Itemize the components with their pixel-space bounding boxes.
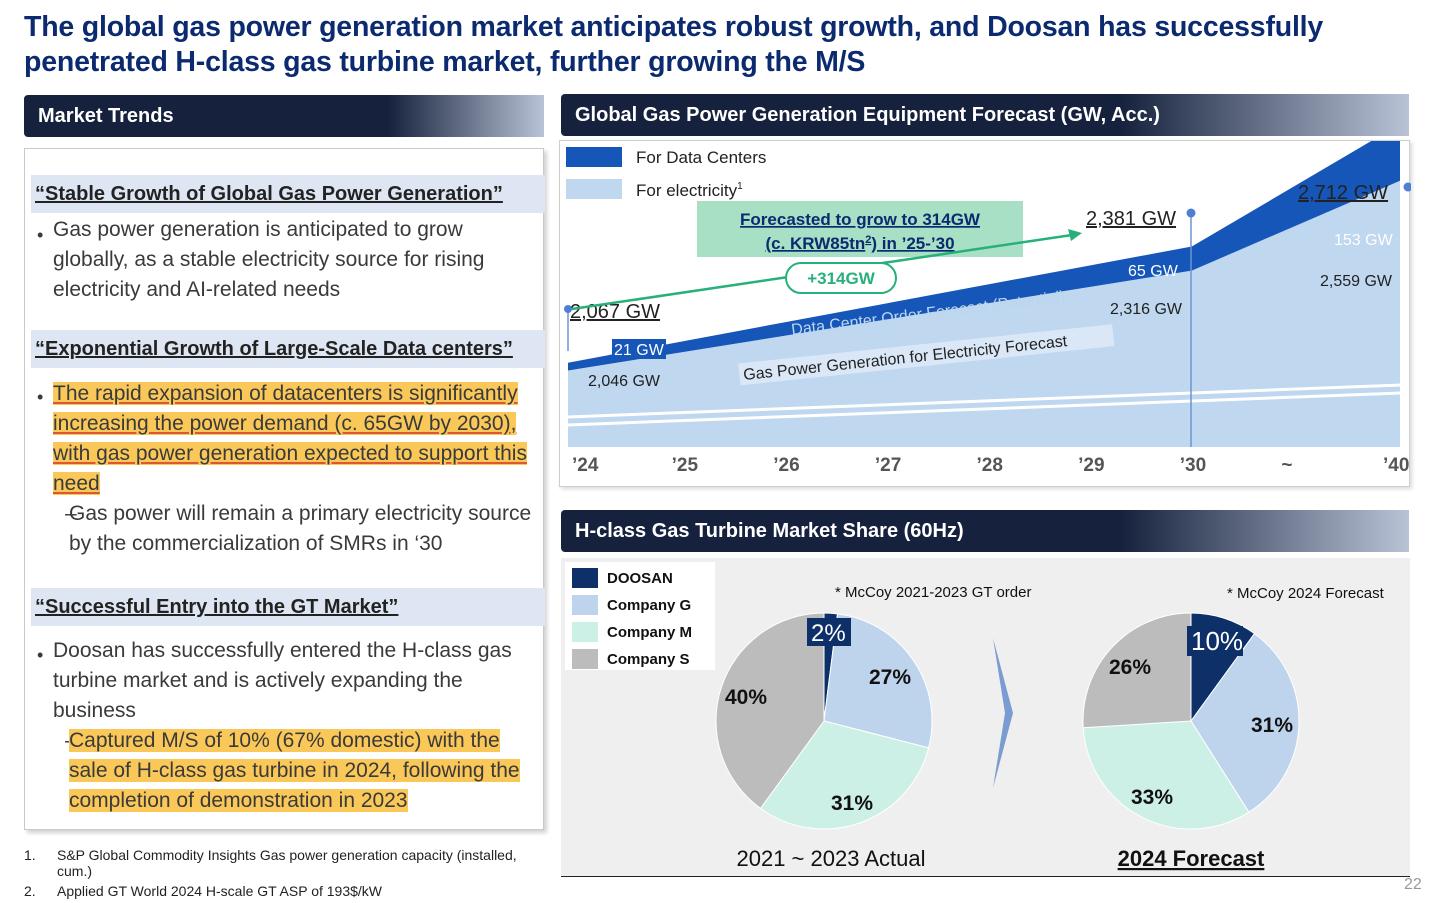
dc-label-2024: 21 GW (614, 342, 665, 359)
dash: – (65, 502, 77, 525)
marker-2040 (1403, 182, 1413, 192)
total-label-2024: 2,067 GW (570, 301, 660, 323)
section-heading-stable-growth: “Stable Growth of Global Gas Power Gener… (31, 175, 545, 213)
legend-label-el: For electricity1 (636, 181, 743, 200)
el-label-2030: 2,316 GW (1110, 301, 1183, 318)
forecast-chart-panel: For Data Centers For electricity1 2,067 … (559, 124, 1413, 487)
growth-badge (785, 262, 897, 294)
pie1-label-company-g: 31% (1251, 714, 1293, 737)
market-trends-panel: “Stable Growth of Global Gas Power Gener… (24, 148, 545, 830)
pie-slice-company-g (1190, 632, 1300, 813)
x-tick-label: ’27 (875, 455, 901, 476)
gt-entry-text: Doosan has successfully entered the H-cl… (53, 639, 512, 722)
transition-arrow-icon (993, 638, 1013, 788)
pie-panel-baseline (561, 876, 1410, 877)
x-tick-label: ’26 (773, 455, 799, 476)
callout-line-1: Forecasted to grow to 314GW (740, 210, 981, 229)
market-share-header: H-class Gas Turbine Market Share (60Hz) (561, 510, 1409, 552)
footnote-text: S&P Global Commodity Insights Gas power … (57, 847, 517, 879)
pie-2021-2023 (715, 612, 933, 830)
legend-swatch-dc (566, 147, 622, 167)
el-label-2040: 2,559 GW (1320, 273, 1393, 290)
x-tick-label: ’28 (977, 455, 1003, 476)
pie-note-actual: * McCoy 2021-2023 GT order (835, 584, 1032, 601)
section-heading-gt-entry: “Successful Entry into the GT Market” (31, 588, 545, 626)
legend-swatch-doosan (572, 568, 598, 588)
marker-2024 (564, 305, 572, 313)
pie1-label-company-s: 26% (1109, 656, 1151, 679)
x-tick-label: ’30 (1180, 455, 1206, 476)
x-tick-label: ’29 (1078, 455, 1104, 476)
footnote-num: 1. (24, 847, 36, 863)
legend-label-company-g: Company G (607, 597, 691, 614)
pie1-label-doosan: 10% (1191, 626, 1243, 656)
total-label-2030: 2,381 GW (1086, 208, 1176, 230)
stripe (567, 391, 1401, 427)
footnote-num: 2. (24, 883, 36, 899)
pie-caption-forecast: 2024 Forecast (1118, 846, 1265, 871)
pie0-label-doosan: 2% (811, 620, 846, 647)
bullet-dot: • (37, 225, 44, 245)
page-title: The global gas power generation market a… (24, 11, 1324, 78)
stable-growth-text: Gas power generation is anticipated to g… (53, 218, 485, 301)
x-tick-label: ’40 (1383, 455, 1409, 476)
section-heading-data-centers: “Exponential Growth of Large-Scale Data … (31, 330, 545, 368)
forecast-callout (697, 201, 1023, 257)
pie-caption-actual: 2021 ~ 2023 Actual (737, 846, 926, 871)
page-number: 22 (1404, 876, 1422, 893)
dc-label-2040: 153 GW (1334, 232, 1394, 249)
marker-2030 (1186, 208, 1196, 218)
callout-line-2: (c. KRW85tn2) in ’25-’30 (765, 234, 954, 253)
forecast-chart-header: Global Gas Power Generation Equipment Fo… (561, 94, 1409, 136)
legend-label-company-s: Company S (607, 651, 690, 668)
x-tick-label: ’25 (672, 455, 699, 476)
pie-slice-company-s (1082, 612, 1192, 729)
growth-badge-label: +314GW (807, 269, 876, 288)
ms-subtext: Captured M/S of 10% (67% domestic) with … (69, 729, 520, 812)
pie-note-forecast: * McCoy 2024 Forecast (1227, 585, 1385, 602)
bullet-dot: • (37, 645, 44, 665)
legend-label-doosan: DOOSAN (607, 570, 673, 587)
legend-swatch-company-m (572, 622, 598, 642)
pie-slice-company-g (823, 613, 933, 749)
legend-swatch-el (566, 179, 622, 199)
data-center-highlight: The rapid expansion of datacenters is si… (53, 382, 527, 495)
pie0-label-company-m: 31% (831, 792, 873, 815)
pie0-label-company-g: 27% (869, 666, 911, 689)
pie-slice-company-m (759, 720, 930, 830)
el-label-2024: 2,046 GW (588, 373, 661, 390)
market-share-pies: DOOSAN Company G Company M Company S * M… (565, 562, 1385, 871)
legend-label-company-m: Company M (607, 624, 692, 641)
market-trends-header: Market Trends (24, 95, 544, 137)
stripe (567, 383, 1401, 419)
total-label-2040: 2,712 GW (1298, 182, 1388, 204)
dc-label-2030: 65 GW (1128, 263, 1179, 280)
market-share-panel: DOOSAN Company G Company M Company S * M… (561, 558, 1410, 876)
pie-slice-company-s (715, 612, 825, 810)
pie1-label-company-m: 33% (1131, 786, 1173, 809)
legend-label-dc: For Data Centers (636, 148, 766, 167)
pie-slice-company-m (1082, 720, 1250, 830)
x-tick-label: ~ (1281, 455, 1292, 476)
forecast-area-chart: For Data Centers For electricity1 2,067 … (564, 124, 1413, 476)
growth-arrowhead (1068, 229, 1082, 241)
legend-swatch-company-g (572, 595, 598, 615)
footnote-text: Applied GT World 2024 H-scale GT ASP of … (57, 883, 383, 899)
data-center-text: The rapid expansion of datacenters is si… (53, 379, 529, 499)
area-data-centers (568, 124, 1400, 371)
smr-subtext: Gas power will remain a primary electric… (69, 502, 532, 555)
x-tick-label: ’24 (572, 455, 599, 476)
x-axis-ticks: ’24 ’25 ’26 ’27 ’28 ’29 ’30 ~ ’40 (572, 455, 1409, 476)
bullet-dot: • (37, 387, 44, 407)
legend-swatch-company-s (572, 649, 598, 669)
pie0-label-company-s: 40% (725, 686, 767, 709)
